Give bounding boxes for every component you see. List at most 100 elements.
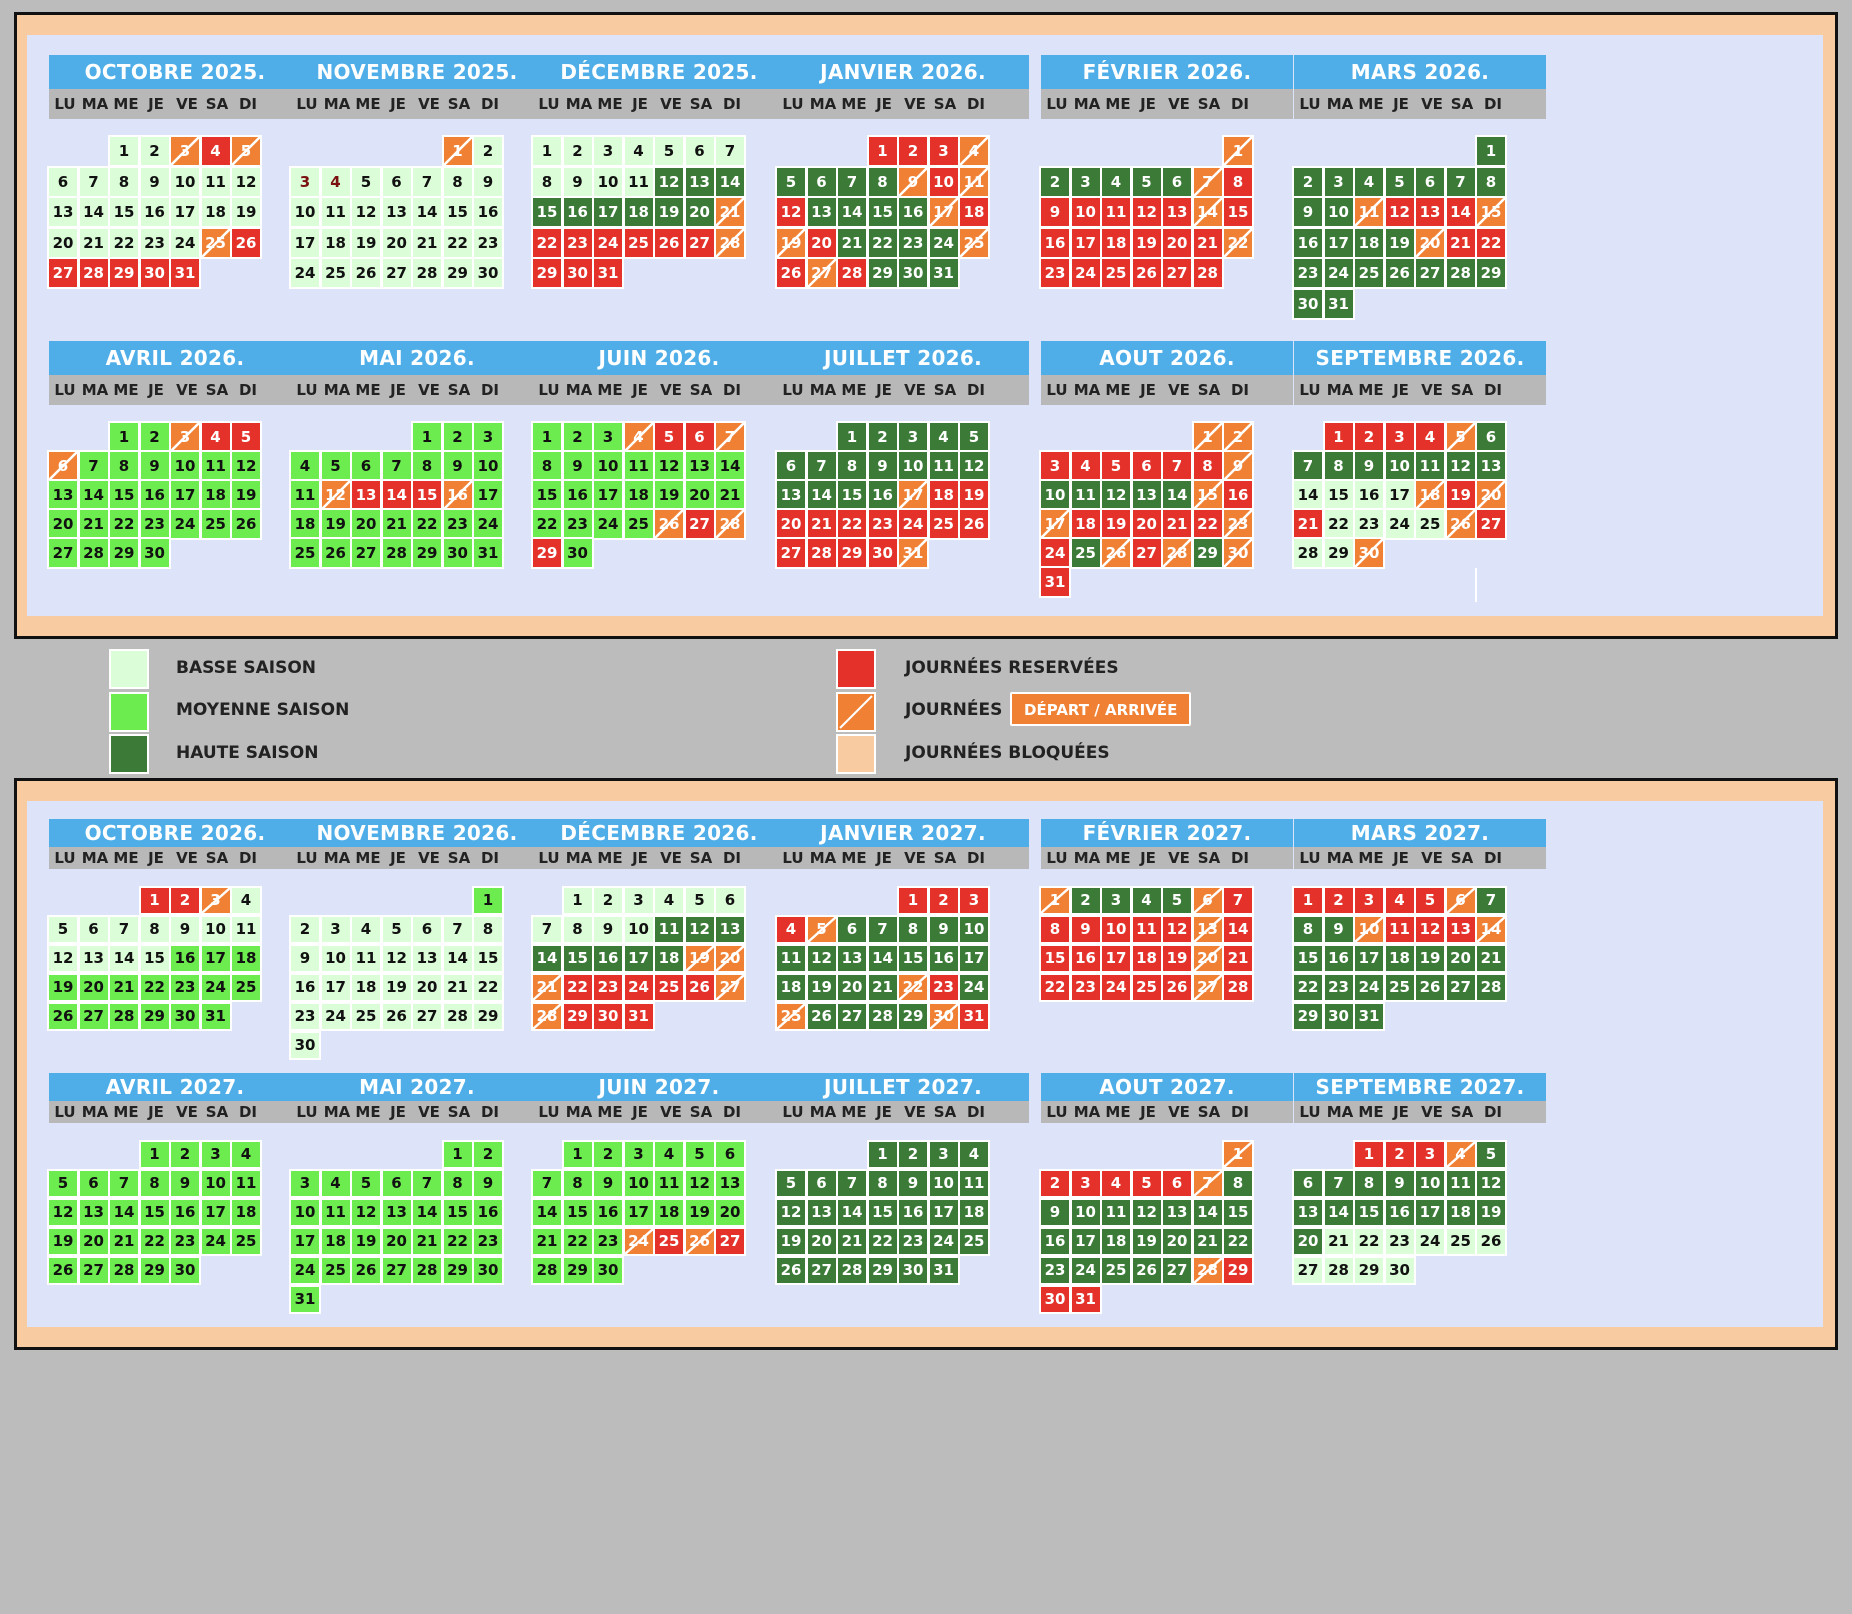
day-cell[interactable]: 2 [472,135,504,167]
day-cell[interactable]: 19 [958,479,990,511]
day-cell[interactable]: 17 [927,1198,960,1227]
day-cell[interactable]: 14 [531,1198,563,1227]
day-cell[interactable]: 2 [1039,1169,1071,1198]
day-cell[interactable]: 22 [441,1227,474,1256]
day-cell[interactable]: 3 [319,915,352,944]
day-cell[interactable]: 26 [1100,537,1132,569]
day-cell[interactable]: 9 [169,1169,201,1198]
day-cell[interactable]: 15 [1322,479,1355,511]
day-cell[interactable]: 19 [653,479,685,511]
day-cell[interactable]: 11 [199,450,232,482]
day-cell[interactable]: 11 [775,944,807,973]
day-cell[interactable]: 29 [138,1002,171,1031]
day-cell[interactable]: 27 [1161,257,1193,289]
day-cell[interactable]: 23 [441,508,474,540]
day-cell[interactable]: 27 [714,1227,746,1256]
day-cell[interactable]: 27 [1191,973,1224,1002]
day-cell[interactable]: 9 [1039,1198,1071,1227]
day-cell[interactable]: 4 [622,421,655,453]
day-cell[interactable]: 24 [1322,257,1355,289]
day-cell[interactable]: 30 [927,1002,960,1031]
day-cell[interactable]: 12 [958,450,990,482]
day-cell[interactable]: 4 [319,1169,352,1198]
day-cell[interactable]: 5 [47,915,79,944]
day-cell[interactable]: 25 [775,1002,807,1031]
day-cell[interactable]: 26 [653,508,685,540]
day-cell[interactable]: 12 [683,1169,716,1198]
day-cell[interactable]: 11 [1414,450,1446,482]
day-cell[interactable]: 9 [472,165,504,198]
day-cell[interactable]: 9 [866,450,899,482]
day-cell[interactable]: 29 [561,1256,594,1285]
day-cell[interactable]: 16 [897,1198,929,1227]
day-cell[interactable]: 10 [169,165,201,198]
day-cell[interactable]: 12 [1130,196,1163,228]
day-cell[interactable]: 25 [653,973,685,1002]
day-cell[interactable]: 5 [1130,1169,1163,1198]
day-cell[interactable]: 12 [653,165,685,198]
day-cell[interactable]: 28 [411,1256,443,1285]
day-cell[interactable]: 26 [1130,257,1163,289]
day-cell[interactable]: 10 [1069,196,1102,228]
day-cell[interactable]: 8 [1353,1169,1385,1198]
day-cell[interactable]: 31 [1069,1285,1102,1314]
day-cell[interactable]: 15 [531,196,563,228]
day-cell[interactable]: 21 [77,508,110,540]
day-cell[interactable]: 13 [77,944,110,973]
day-cell[interactable]: 28 [1475,973,1507,1002]
day-cell[interactable]: 14 [411,1198,443,1227]
day-cell[interactable]: 31 [927,257,960,289]
day-cell[interactable]: 1 [897,886,929,915]
day-cell[interactable]: 7 [411,1169,443,1198]
day-cell[interactable]: 7 [77,165,110,198]
day-cell[interactable]: 26 [380,1002,413,1031]
day-cell[interactable]: 15 [1222,1198,1254,1227]
day-cell[interactable]: 15 [472,944,504,973]
day-cell[interactable]: 21 [714,196,746,228]
day-cell[interactable]: 10 [622,915,655,944]
day-cell[interactable]: 31 [169,257,201,289]
day-cell[interactable]: 21 [1191,1227,1224,1256]
day-cell[interactable]: 26 [1444,508,1477,540]
day-cell[interactable]: 23 [169,1227,201,1256]
day-cell[interactable]: 13 [1130,479,1163,511]
day-cell[interactable]: 24 [622,1227,655,1256]
day-cell[interactable]: 20 [77,1227,110,1256]
day-cell[interactable]: 11 [958,165,990,198]
day-cell[interactable]: 18 [350,973,382,1002]
day-cell[interactable]: 19 [230,479,262,511]
day-cell[interactable]: 18 [775,973,807,1002]
day-cell[interactable]: 13 [836,944,868,973]
day-cell[interactable]: 24 [289,257,321,289]
day-cell[interactable]: 15 [866,1198,899,1227]
day-cell[interactable]: 8 [866,1169,899,1198]
day-cell[interactable]: 22 [1353,1227,1385,1256]
day-cell[interactable]: 29 [1292,1002,1324,1031]
day-cell[interactable]: 28 [1292,537,1324,569]
day-cell[interactable]: 28 [77,257,110,289]
day-cell[interactable]: 8 [1222,1169,1254,1198]
day-cell[interactable]: 22 [108,226,140,259]
day-cell[interactable]: 12 [683,915,716,944]
day-cell[interactable]: 20 [805,1227,838,1256]
day-cell[interactable]: 10 [927,1169,960,1198]
day-cell[interactable]: 24 [897,508,929,540]
day-cell[interactable]: 11 [350,944,382,973]
day-cell[interactable]: 8 [1292,915,1324,944]
day-cell[interactable]: 2 [1383,1140,1416,1169]
day-cell[interactable]: 5 [805,915,838,944]
day-cell[interactable]: 5 [1161,886,1193,915]
day-cell[interactable]: 7 [77,450,110,482]
day-cell[interactable]: 19 [1130,226,1163,259]
day-cell[interactable]: 25 [653,1227,685,1256]
day-cell[interactable]: 12 [775,1198,807,1227]
day-cell[interactable]: 30 [441,537,474,569]
day-cell[interactable]: 25 [1069,537,1102,569]
day-cell[interactable]: 25 [1100,1256,1132,1285]
day-cell[interactable]: 23 [866,508,899,540]
day-cell[interactable]: 22 [1322,508,1355,540]
day-cell[interactable]: 2 [592,1140,624,1169]
day-cell[interactable]: 19 [1100,508,1132,540]
day-cell[interactable]: 10 [1383,450,1416,482]
day-cell[interactable]: 3 [169,135,201,167]
